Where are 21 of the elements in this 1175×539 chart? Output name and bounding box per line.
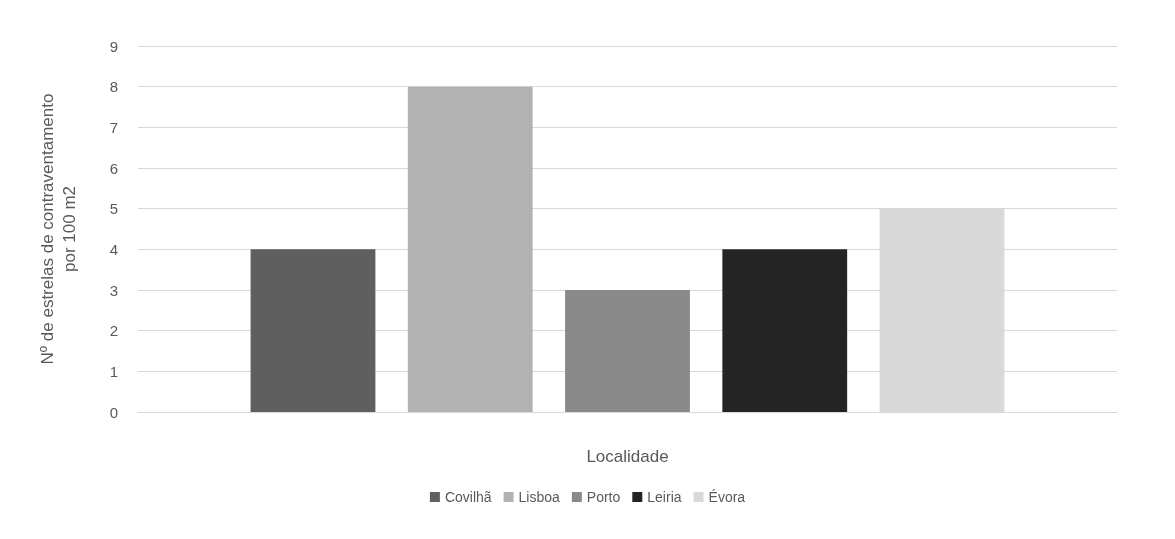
- y-tick-label: 8: [109, 78, 118, 96]
- y-tick-label: 9: [109, 37, 118, 55]
- bar: [250, 249, 376, 412]
- y-tick-label: 1: [109, 362, 118, 380]
- y-tick-label: 0: [109, 403, 118, 421]
- y-tick-label: 6: [109, 159, 118, 177]
- bar: [565, 290, 690, 412]
- bar: [407, 86, 533, 412]
- x-axis-title: Localidade: [586, 447, 669, 466]
- legend-label: Leiria: [647, 489, 682, 505]
- y-axis-title: Nº de estrelas de contraventamento por 100 m2: [37, 93, 79, 365]
- legend-label: Évora: [708, 489, 746, 505]
- y-tick-label: 5: [109, 200, 118, 218]
- y-tick-label: 7: [109, 118, 118, 136]
- bar: [722, 249, 848, 412]
- y-tick-label: 3: [109, 281, 118, 299]
- legend-label: Lisboa: [518, 489, 561, 505]
- legend-label: Porto: [586, 489, 621, 505]
- y-tick-label: 4: [109, 240, 118, 258]
- y-tick-label: 2: [109, 322, 118, 340]
- legend-label: Covilhã: [444, 489, 492, 505]
